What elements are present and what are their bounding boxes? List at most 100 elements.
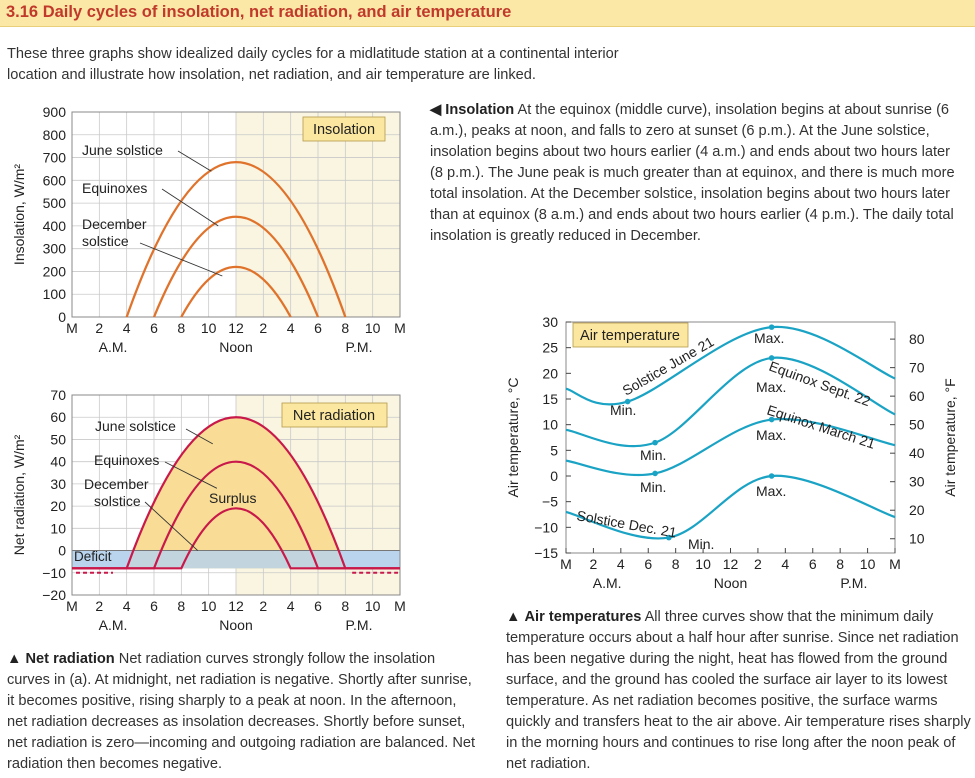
x-tick-label: M bbox=[889, 556, 901, 572]
y-axis-label: Insolation, W/m² bbox=[11, 164, 27, 265]
y-tick-label: 200 bbox=[43, 263, 67, 279]
x-tick-label: 10 bbox=[365, 320, 381, 336]
min-point bbox=[666, 534, 672, 541]
caption-net-head: Net radiation bbox=[25, 651, 115, 667]
x-tick-label: 8 bbox=[177, 598, 185, 614]
x-tick-label: 6 bbox=[150, 320, 158, 336]
series-line-december-solstice bbox=[180, 265, 292, 318]
y-tick-label: 25 bbox=[542, 340, 558, 356]
x-tick-label: 10 bbox=[201, 598, 217, 614]
x-tick-label: 6 bbox=[314, 320, 322, 336]
x-tick-label: 10 bbox=[365, 598, 381, 614]
series-line-solstice-june-21 bbox=[565, 326, 896, 406]
x-tick-label: 4 bbox=[123, 320, 131, 336]
x-tick-label: 6 bbox=[314, 598, 322, 614]
y-tick-label: 600 bbox=[43, 172, 67, 188]
leader-june bbox=[185, 428, 213, 445]
y-tick-label: 0 bbox=[58, 543, 66, 559]
y-tick-label: −5 bbox=[542, 494, 558, 510]
label-max: Max. bbox=[754, 330, 784, 346]
label-min: Min. bbox=[640, 479, 666, 495]
y-tick-label: 10 bbox=[542, 417, 558, 433]
caption-insolation-head: Insolation bbox=[445, 102, 515, 118]
x-tick-label: 12 bbox=[228, 320, 244, 336]
plot-frame bbox=[565, 321, 896, 554]
y-tick-label: 0 bbox=[58, 309, 66, 325]
label-min: Min. bbox=[688, 536, 714, 552]
chart-title: Net radiation bbox=[293, 408, 375, 424]
x-tick-label: M bbox=[394, 598, 406, 614]
label-december-solstice: solstice bbox=[82, 233, 129, 249]
leader-equinoxes bbox=[164, 461, 218, 489]
x-tick-label: 10 bbox=[201, 320, 217, 336]
x-tick-label: 8 bbox=[836, 556, 844, 572]
leader-equinoxes bbox=[161, 188, 219, 227]
leader-june bbox=[177, 150, 212, 172]
y-tick-label: 300 bbox=[43, 241, 67, 257]
min-point bbox=[624, 398, 631, 405]
x-sublabel-noon: Noon bbox=[219, 339, 252, 355]
y-tick-label: 70 bbox=[50, 387, 66, 403]
caption-insolation-marker: ◀ bbox=[430, 102, 442, 118]
y-right-tick-label: 80 bbox=[909, 331, 925, 347]
y-tick-label: −10 bbox=[42, 565, 66, 581]
y-right-tick-label: 70 bbox=[909, 360, 925, 376]
caption-insolation: ◀ Insolation At the equinox (middle curv… bbox=[430, 100, 960, 247]
y-tick-label: 900 bbox=[43, 104, 67, 120]
y-tick-label: 60 bbox=[50, 409, 66, 425]
insolation-chart: 0 100 200 300 400 500 600 700 800 900 M 2 4 6 8 10 12 2 4 6… bbox=[11, 104, 406, 355]
x-tick-label: M bbox=[394, 320, 406, 336]
min-point bbox=[652, 439, 658, 446]
title-bar: 3.16 Daily cycles of insolation, net rad… bbox=[0, 0, 975, 27]
y-tick-label: 700 bbox=[43, 150, 67, 166]
y-right-tick-label: 40 bbox=[909, 445, 925, 461]
max-point bbox=[768, 355, 775, 361]
label-equinoxes: Equinoxes bbox=[82, 180, 147, 196]
label-min: Min. bbox=[640, 447, 666, 463]
x-tick-label: 2 bbox=[95, 598, 103, 614]
y-tick-label: 15 bbox=[542, 391, 558, 407]
x-tick-label: 4 bbox=[123, 598, 131, 614]
label-december: December bbox=[82, 216, 147, 232]
x-sublabel-pm: P.M. bbox=[840, 575, 867, 591]
y-tick-label: 500 bbox=[43, 195, 67, 211]
leader-december bbox=[139, 242, 223, 277]
x-sublabel-noon: Noon bbox=[714, 575, 747, 591]
y-tick-label: 10 bbox=[50, 520, 66, 536]
x-tick-label: 2 bbox=[754, 556, 762, 572]
deficit-overlay bbox=[72, 550, 400, 569]
x-tick-label: 6 bbox=[644, 556, 652, 572]
x-tick-label: 2 bbox=[95, 320, 103, 336]
x-sublabel-am: A.M. bbox=[99, 339, 128, 355]
plot-frame bbox=[71, 394, 401, 596]
x-sublabel-am: A.M. bbox=[593, 575, 622, 591]
x-sublabel-noon: Noon bbox=[219, 617, 252, 633]
max-point bbox=[768, 473, 775, 479]
x-tick-label: 2 bbox=[259, 320, 267, 336]
x-sublabel-pm: P.M. bbox=[346, 339, 373, 355]
chart-title: Insolation bbox=[313, 122, 375, 138]
y-tick-label: 50 bbox=[50, 431, 66, 447]
label-december-solstice: solstice bbox=[94, 493, 141, 509]
series-line-solstice-dec-21 bbox=[565, 474, 896, 540]
y-axis-label: Net radiation, W/m² bbox=[11, 434, 27, 555]
x-tick-label: 2 bbox=[259, 598, 267, 614]
x-sublabel-pm: P.M. bbox=[346, 617, 373, 633]
label-june-solstice: June solstice bbox=[82, 142, 163, 158]
y-tick-label: 40 bbox=[50, 454, 66, 470]
label-june-solstice: June solstice bbox=[95, 418, 176, 434]
x-tick-label: 4 bbox=[287, 598, 295, 614]
net-radiation-chart: −20 −10 0 10 20 30 40 50 60 70 M 2 4 6 8 10 12 2 4 6 8 10 M A.M… bbox=[11, 387, 406, 633]
series-line-equinox-march-21 bbox=[565, 417, 896, 477]
y-tick-label: −15 bbox=[534, 545, 558, 561]
label-max: Max. bbox=[756, 379, 786, 395]
figure-title: 3.16 Daily cycles of insolation, net rad… bbox=[6, 3, 512, 21]
caption-insolation-text: At the equinox (middle curve), insolatio… bbox=[430, 102, 955, 244]
x-tick-label: 4 bbox=[617, 556, 625, 572]
caption-air-head: Air temperatures bbox=[524, 609, 642, 625]
series-line-equinoxes bbox=[152, 215, 320, 318]
label-surplus: Surplus bbox=[209, 490, 256, 506]
label-deficit: Deficit bbox=[74, 549, 112, 564]
y-tick-label: 100 bbox=[43, 286, 67, 302]
